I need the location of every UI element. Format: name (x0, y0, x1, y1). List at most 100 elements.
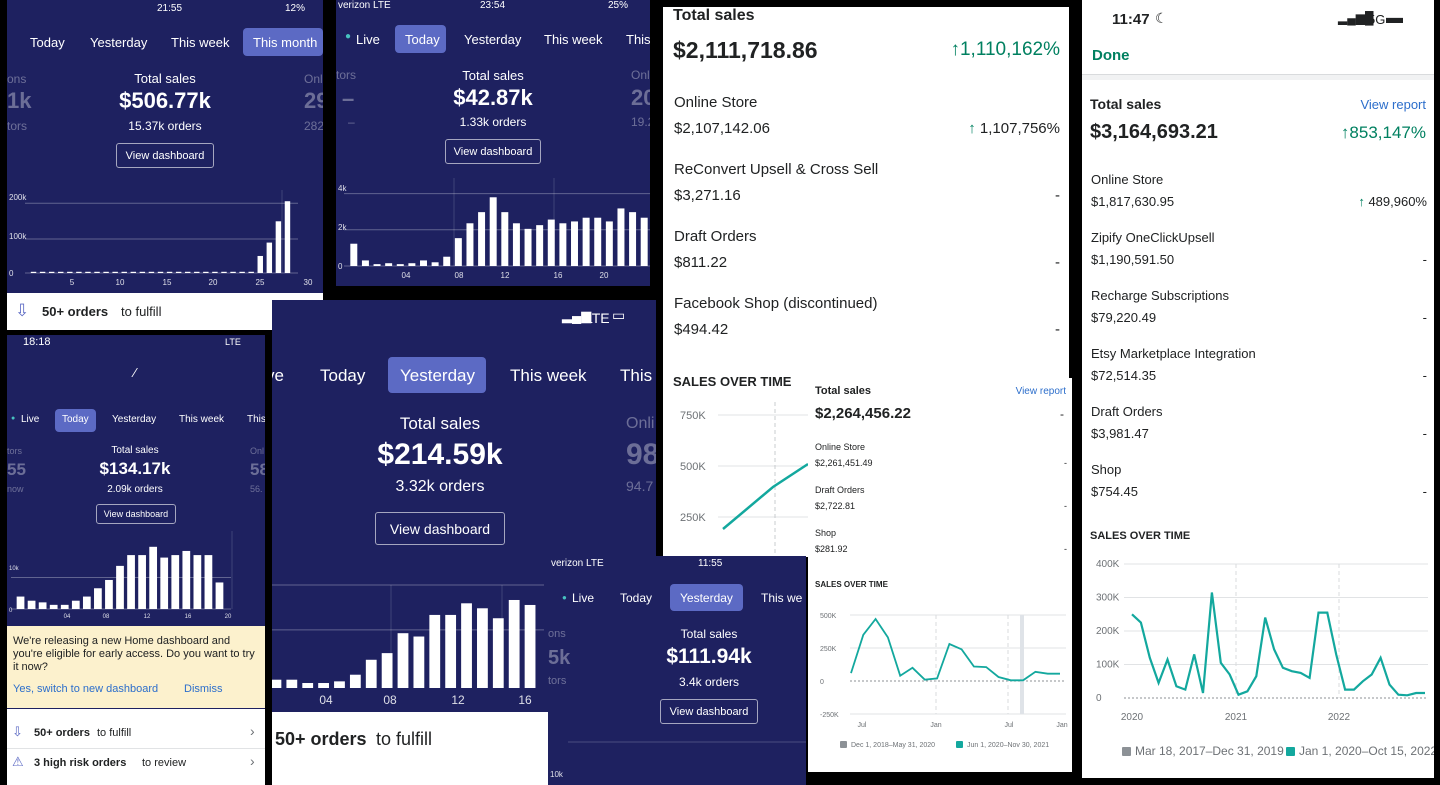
tab-yesterday[interactable]: Yesterday (400, 366, 475, 385)
channel-change: ↑ 1,107,756% (968, 120, 1060, 137)
tab-this-week[interactable]: This week (179, 414, 225, 425)
sales-bar (512, 223, 520, 266)
xtick-label: 04 (402, 271, 411, 280)
xtick-label: 2020 (1121, 712, 1144, 723)
xtick-label: 16 (185, 614, 192, 620)
tab-live[interactable]: Live (356, 32, 380, 47)
right-metric-label: Onl (631, 68, 650, 82)
tab-yesterday-selected[interactable] (388, 357, 486, 393)
tab-today[interactable]: Today (620, 591, 653, 605)
xtick-label: 15 (163, 278, 172, 287)
tab-yesterday-selected[interactable] (670, 584, 743, 611)
sales-bar (594, 217, 602, 266)
tab-this-month[interactable]: This month (253, 35, 318, 50)
channel-change: - (1422, 252, 1427, 267)
tab-yesterday[interactable]: Yesterday (464, 32, 522, 47)
tab-today[interactable]: Today (320, 366, 366, 385)
left-metric-sub: now (7, 484, 24, 494)
risk-rest: to review (142, 757, 187, 769)
left-metric-sub: – (348, 115, 355, 129)
ytick-label: 200k (9, 193, 27, 202)
tab-this-week[interactable]: This we (761, 591, 803, 605)
total-sales-value: $2,111,718.86 (673, 37, 818, 63)
status-net: LTE (225, 337, 241, 347)
sales-bar (536, 225, 544, 266)
legend-current: Jun 1, 2020–Nov 30, 2021 (967, 742, 1049, 749)
dismiss-link[interactable]: Dismiss (184, 683, 223, 695)
done-button[interactable]: Done (1092, 47, 1130, 64)
ytick-label: 2k (338, 223, 347, 232)
sales-bar (413, 636, 425, 688)
view-dashboard-label: View dashboard (125, 149, 205, 162)
ytick-label: 750K (680, 410, 706, 422)
tab-today-selected[interactable] (395, 25, 446, 53)
sales-bar (82, 596, 91, 609)
ytick-label: 200K (1096, 626, 1120, 637)
channel-change: - (1055, 187, 1060, 204)
status-battery: 25% (608, 0, 629, 11)
panel-today-1818: 18:18 LTE ⁄ ● Live Today Yesterday This … (7, 335, 265, 785)
fulfill-row[interactable]: ⇩ 50+ orders to fulfill › (7, 293, 323, 330)
sales-bar (60, 604, 69, 609)
sales-bar (381, 653, 393, 688)
tab-yesterday[interactable]: Yesterday (680, 591, 733, 605)
ytick-label: 4k (338, 184, 347, 193)
tab-live[interactable]: Live (21, 414, 40, 425)
tab-this[interactable]: This (247, 414, 265, 425)
chevron-right-icon: › (250, 753, 255, 769)
tab-prev[interactable]: ve (272, 366, 284, 385)
view-dashboard-button[interactable]: View dashboard (116, 143, 214, 168)
xtick-label: 16 (518, 693, 532, 707)
tab-today-selected[interactable] (55, 409, 96, 432)
right-metric-value: 29 (304, 88, 323, 113)
chart-this-month: 200k 100k 0 5 10 15 20 25 30 (9, 190, 313, 287)
view-dashboard-button[interactable]: View dashboard (660, 699, 758, 724)
tab-this-week[interactable]: This week (510, 366, 587, 385)
channel-change: - (1055, 254, 1060, 271)
sales-bar (582, 217, 590, 266)
orders-count: 2.09k orders (107, 484, 163, 495)
tab-this[interactable]: This (626, 32, 650, 47)
tab-live[interactable]: Live (572, 591, 595, 605)
sales-over-time-heading: SALES OVER TIME (673, 374, 792, 389)
tab-this-month-selected[interactable] (243, 28, 323, 56)
status-signal-icon: ▂▄▆ (562, 308, 592, 323)
sales-bar (221, 271, 227, 273)
total-change: - (1060, 407, 1064, 421)
tab-this[interactable]: This (620, 366, 653, 385)
arrow-up-icon: ↑ (968, 120, 980, 137)
tab-today[interactable]: Today (62, 414, 89, 425)
ytick-label: 500K (820, 613, 837, 620)
sales-bar (318, 683, 329, 688)
sales-bar (38, 602, 47, 609)
risk-row[interactable]: ⚠ 3 high risk orders to review › (7, 751, 265, 775)
tab-this-week[interactable]: This week (544, 32, 603, 47)
tab-today[interactable]: Today (30, 35, 65, 50)
channel-change: ↑ 489,960% (1358, 194, 1427, 209)
fulfill-row[interactable]: ⇩ 50+ orders to fulfill › (7, 721, 265, 745)
sales-bar (94, 588, 102, 609)
tab-yesterday[interactable]: Yesterday (90, 35, 148, 50)
sales-bar (524, 604, 536, 688)
row-divider (7, 748, 265, 749)
battery-icon: ▭ (612, 307, 626, 323)
tab-today[interactable]: Today (405, 32, 440, 47)
status-time: 11:55 (698, 558, 723, 569)
switch-dashboard-link[interactable]: Yes, switch to new dashboard (13, 683, 159, 695)
total-sales-value: $3,164,693.21 (1090, 121, 1218, 143)
signal-icon: ▂▄▆█ (1338, 11, 1374, 25)
view-dashboard-button[interactable]: View dashboard (445, 139, 541, 164)
ytick-label: 250K (820, 646, 837, 653)
view-dashboard-button[interactable]: View dashboard (375, 512, 505, 545)
total-sales-value: $2,264,456.22 (815, 405, 911, 422)
view-report-link[interactable]: View report (1015, 386, 1066, 397)
tab-yesterday[interactable]: Yesterday (112, 414, 157, 425)
xtick-label: 30 (304, 278, 313, 287)
sales-bar (461, 603, 472, 688)
view-dashboard-button[interactable]: View dashboard (96, 504, 176, 524)
tab-this-week[interactable]: This week (171, 35, 230, 50)
view-report-link[interactable]: View report (1360, 97, 1426, 112)
channel-change: - (1422, 310, 1427, 325)
xtick-label: 2021 (1225, 712, 1248, 723)
sales-bar (408, 263, 416, 266)
